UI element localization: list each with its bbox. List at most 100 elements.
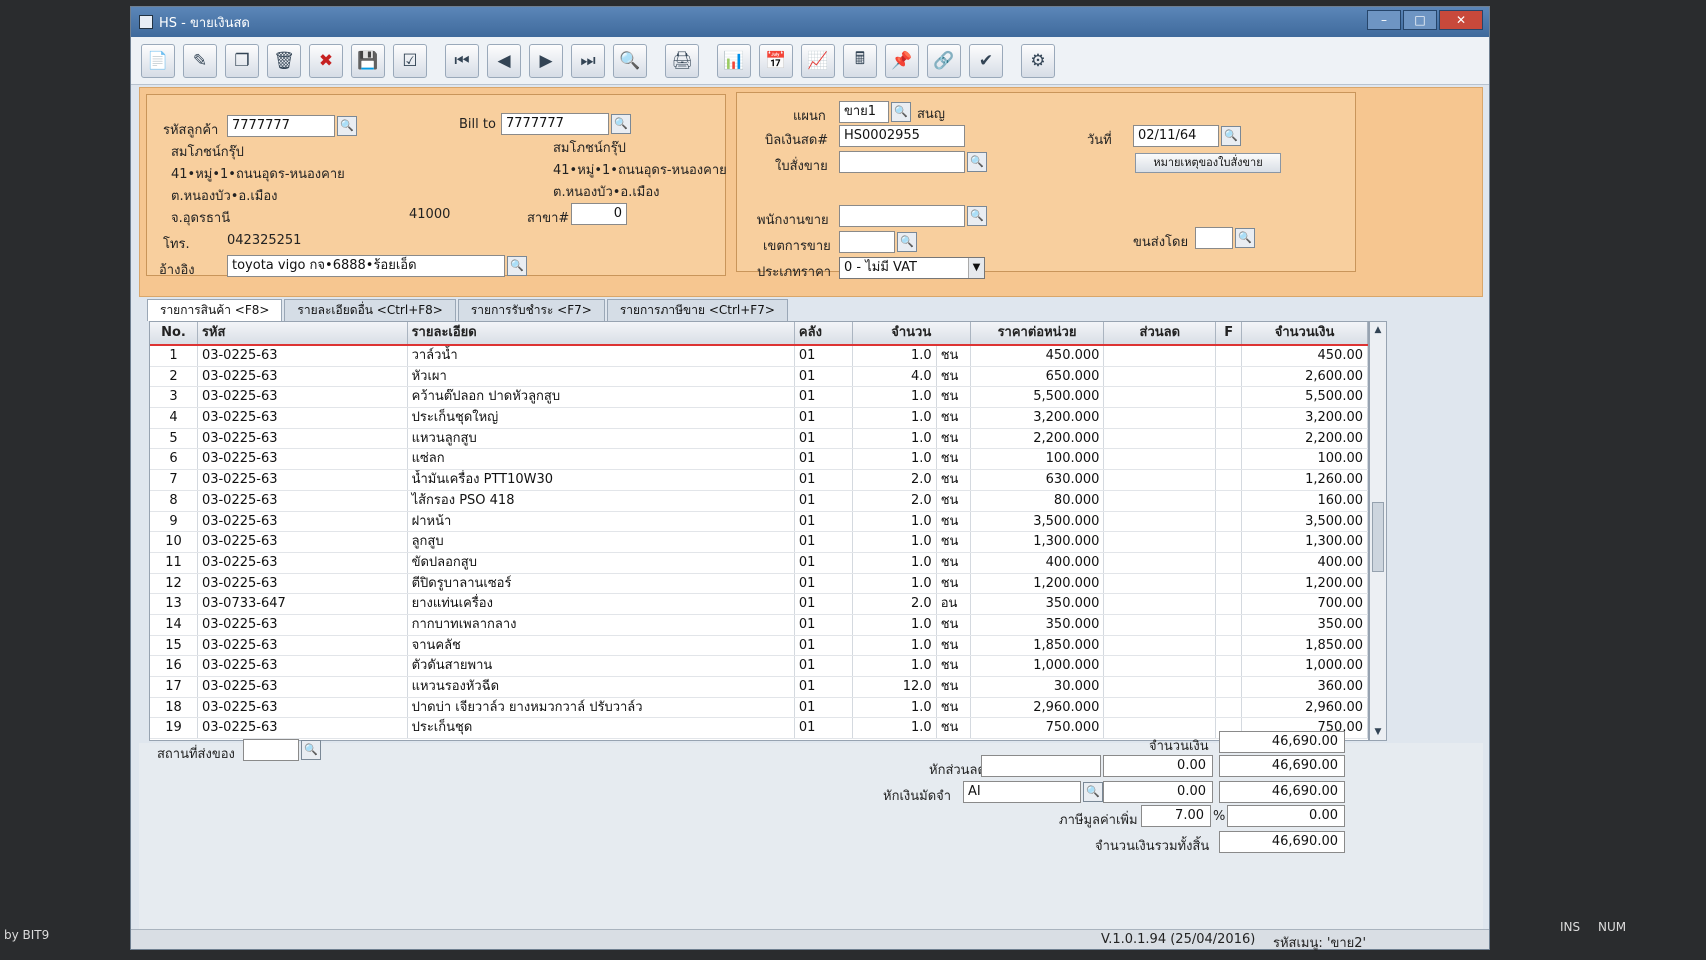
- cell-unit-price[interactable]: 1,000.000: [971, 656, 1105, 676]
- cell-f[interactable]: [1216, 614, 1243, 635]
- cell-discount[interactable]: [1104, 635, 1217, 656]
- cell-amount[interactable]: 1,000.00: [1242, 656, 1368, 676]
- cell-quantity[interactable]: 1.0: [853, 718, 937, 739]
- stamp-icon[interactable]: ☑: [393, 43, 427, 78]
- table-row[interactable]: 3 03-0225-63 คว้านต๊ปลอก ปาดหัวลูกสูบ 01 1.0…: [150, 387, 1368, 409]
- cell-unit[interactable]: ชน: [937, 635, 971, 656]
- customer-code-field[interactable]: 7777777: [227, 115, 335, 137]
- cell-no[interactable]: 4: [150, 408, 198, 428]
- cell-warehouse[interactable]: 01: [795, 408, 853, 428]
- cell-amount[interactable]: 2,600.00: [1242, 366, 1368, 387]
- vat-rate-field[interactable]: 7.00: [1141, 805, 1211, 827]
- cell-code[interactable]: 03-0225-63: [198, 408, 408, 428]
- cell-warehouse[interactable]: 01: [795, 697, 853, 718]
- cell-quantity[interactable]: 1.0: [853, 573, 937, 594]
- cell-description[interactable]: ไส้กรอง PSO 418: [408, 490, 795, 511]
- table-row[interactable]: 7 03-0225-63 น้ำมันเครื่อง PTT10W30 01 2.0 ชน…: [150, 470, 1368, 491]
- cell-no[interactable]: 18: [150, 697, 198, 718]
- cell-description[interactable]: น้ำมันเครื่อง PTT10W30: [408, 470, 795, 490]
- cell-f[interactable]: [1216, 573, 1243, 594]
- cell-unit[interactable]: ชน: [937, 346, 971, 366]
- cell-warehouse[interactable]: 01: [795, 635, 853, 656]
- print-icon[interactable]: 🖨: [665, 43, 699, 78]
- cell-description[interactable]: แซ่ลก: [408, 449, 795, 470]
- cell-f[interactable]: [1216, 470, 1243, 490]
- cell-warehouse[interactable]: 01: [795, 656, 853, 676]
- cell-f[interactable]: [1216, 366, 1243, 387]
- cell-no[interactable]: 7: [150, 470, 198, 490]
- cell-unit[interactable]: ชน: [937, 677, 971, 697]
- deposit-search-icon[interactable]: 🔍: [1083, 782, 1103, 802]
- shipping-field[interactable]: [1195, 227, 1233, 249]
- table-row[interactable]: 9 03-0225-63 ฝาหน้า 01 1.0 ชน 3,500.000 3,500.0…: [150, 511, 1368, 533]
- cell-unit[interactable]: ชน: [937, 449, 971, 470]
- cell-f[interactable]: [1216, 511, 1243, 532]
- cell-discount[interactable]: [1104, 552, 1217, 573]
- cell-discount[interactable]: [1104, 470, 1217, 490]
- cell-description[interactable]: แหวนรองหัวฉีด: [408, 677, 795, 697]
- cell-unit-price[interactable]: 80.000: [971, 490, 1105, 511]
- minimize-button[interactable]: –: [1367, 10, 1401, 30]
- date-picker-icon[interactable]: 🔍: [1221, 126, 1241, 146]
- spreadsheet-icon[interactable]: 📈: [801, 43, 835, 78]
- cell-amount[interactable]: 350.00: [1242, 614, 1368, 635]
- find-icon[interactable]: 🔍: [613, 43, 647, 78]
- cell-f[interactable]: [1216, 552, 1243, 573]
- cell-f[interactable]: [1216, 677, 1243, 697]
- cell-description[interactable]: ขัดปลอกสูบ: [408, 552, 795, 573]
- table-row[interactable]: 1 03-0225-63 วาล์วน้ำ 01 1.0 ชน 450.000 450.00: [150, 346, 1368, 367]
- copy-icon[interactable]: ❐: [225, 43, 259, 78]
- cell-amount[interactable]: 5,500.00: [1242, 387, 1368, 408]
- edit-icon[interactable]: ✎: [183, 43, 217, 78]
- cell-amount[interactable]: 360.00: [1242, 677, 1368, 697]
- trash-icon[interactable]: 🗑: [267, 43, 301, 78]
- cell-description[interactable]: ลูกสูบ: [408, 532, 795, 552]
- cell-warehouse[interactable]: 01: [795, 470, 853, 490]
- cell-description[interactable]: ปาดบ่า เจียวาล์ว ยางหมวกวาล์ ปรับวาล์ว: [408, 697, 795, 718]
- cell-f[interactable]: [1216, 387, 1243, 408]
- reference-field[interactable]: toyota vigo กจ•6888•ร้อยเอ็ด: [227, 255, 505, 277]
- sales-area-field[interactable]: [839, 231, 895, 253]
- branch-field[interactable]: 0: [571, 203, 627, 225]
- cell-warehouse[interactable]: 01: [795, 677, 853, 697]
- next-record-icon[interactable]: ▶: [529, 43, 563, 78]
- table-row[interactable]: 2 03-0225-63 หัวเผา 01 4.0 ชน 650.000 2,600.00: [150, 366, 1368, 388]
- cell-unit[interactable]: ชน: [937, 511, 971, 532]
- shipping-search-icon[interactable]: 🔍: [1235, 228, 1255, 248]
- cell-quantity[interactable]: 1.0: [853, 635, 937, 656]
- cell-amount[interactable]: 2,200.00: [1242, 428, 1368, 449]
- cell-unit[interactable]: ชน: [937, 387, 971, 408]
- dept-search-icon[interactable]: 🔍: [891, 102, 911, 122]
- cell-no[interactable]: 2: [150, 366, 198, 387]
- cell-description[interactable]: คว้านต๊ปลอก ปาดหัวลูกสูบ: [408, 387, 795, 408]
- cell-quantity[interactable]: 1.0: [853, 346, 937, 366]
- col-code[interactable]: รหัส: [198, 322, 408, 344]
- save-icon[interactable]: 💾: [351, 43, 385, 78]
- cell-unit-price[interactable]: 1,300.000: [971, 532, 1105, 552]
- cell-quantity[interactable]: 1.0: [853, 697, 937, 718]
- cell-description[interactable]: จานคลัช: [408, 635, 795, 656]
- cell-no[interactable]: 14: [150, 614, 198, 635]
- cell-unit-price[interactable]: 400.000: [971, 552, 1105, 573]
- cell-description[interactable]: ยางแท่นเครื่อง: [408, 594, 795, 614]
- cell-unit[interactable]: ชน: [937, 470, 971, 490]
- last-record-icon[interactable]: ⏭: [571, 43, 605, 78]
- col-amount[interactable]: จำนวนเงิน: [1242, 322, 1368, 344]
- cell-unit[interactable]: ชน: [937, 408, 971, 428]
- cell-quantity[interactable]: 1.0: [853, 532, 937, 552]
- cell-warehouse[interactable]: 01: [795, 346, 853, 366]
- cell-description[interactable]: ประเก็นชุดใหญ่: [408, 408, 795, 428]
- cell-discount[interactable]: [1104, 573, 1217, 594]
- date-field[interactable]: 02/11/64: [1133, 125, 1219, 147]
- cell-quantity[interactable]: 1.0: [853, 428, 937, 449]
- cell-warehouse[interactable]: 01: [795, 532, 853, 552]
- table-row[interactable]: 12 03-0225-63 ตีปิดรูบาลานเซอร์ 01 1.0 ชน 1,20…: [150, 573, 1368, 595]
- cell-f[interactable]: [1216, 346, 1243, 366]
- cell-description[interactable]: ตีปิดรูบาลานเซอร์: [408, 573, 795, 594]
- cell-amount[interactable]: 1,200.00: [1242, 573, 1368, 594]
- billto-code-field[interactable]: 7777777: [501, 113, 609, 135]
- cell-f[interactable]: [1216, 635, 1243, 656]
- cell-quantity[interactable]: 2.0: [853, 490, 937, 511]
- cell-warehouse[interactable]: 01: [795, 511, 853, 532]
- col-discount[interactable]: ส่วนลด: [1104, 322, 1217, 344]
